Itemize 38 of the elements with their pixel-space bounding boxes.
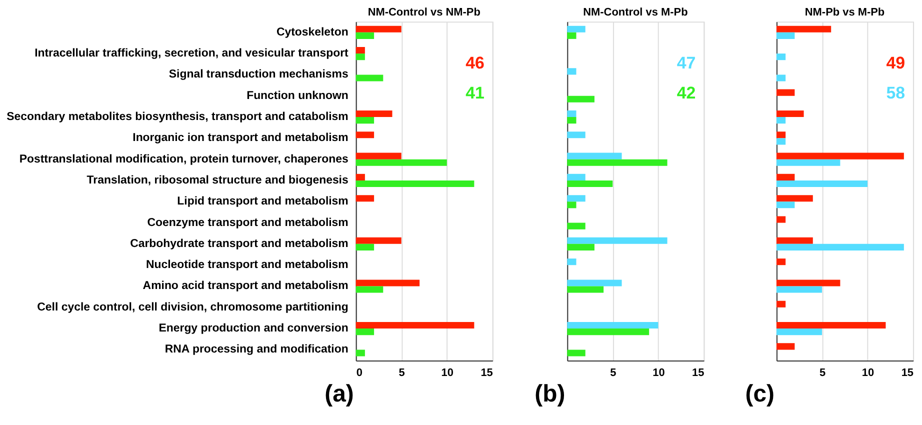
x-tick-label: 15 — [480, 366, 493, 379]
y-tick-label: Cytoskeleton — [276, 26, 348, 38]
text: 47 — [676, 53, 696, 72]
x-tick-label: 5 — [819, 366, 826, 379]
y-tick-label: Cell cycle control, cell division, chromosome partitioning — [37, 301, 348, 314]
x-tick-label: 0 — [356, 366, 362, 379]
y-tick-label: Function unknown — [246, 90, 348, 102]
y-tick-label: Nucleotide transport and metabolism — [146, 259, 348, 272]
x-tick-label: 15 — [901, 366, 914, 379]
y-tick-label: Coenzyme transport and metabolism — [147, 216, 348, 229]
y-tick-label: Amino acid transport and metabolism — [142, 280, 348, 292]
y-tick-label: RNA processing and modification — [164, 344, 348, 356]
chart-title: NM-Control vs NM-Pb — [368, 6, 481, 19]
x-tick-label: 5 — [610, 366, 616, 379]
text: 42 — [676, 83, 696, 102]
x-tick-label: 15 — [692, 366, 704, 379]
chart-title: NM-Pb vs M-Pb — [804, 6, 885, 19]
x-tick-label: 5 — [398, 366, 405, 379]
x-tick-label: 10 — [652, 366, 665, 379]
text: 58 — [886, 83, 906, 102]
x-tick-label: 10 — [441, 366, 454, 379]
y-tick-label: Signal transduction mechanisms — [168, 68, 348, 81]
y-tick-label: Lipid transport and metabolism — [177, 196, 348, 208]
y-tick-label: Intracellular trafficking, secretion, and vesicular transport — [34, 48, 349, 60]
text: (c) — [745, 380, 774, 408]
y-tick-label: Energy production and conversion — [158, 322, 348, 335]
y-tick-label: Carbohydrate transport and metabolism — [130, 238, 348, 250]
text: 41 — [466, 83, 484, 102]
text: (b) — [534, 380, 566, 408]
y-tick-label: Inorganic ion transport and metabolism — [132, 132, 348, 144]
text: 49 — [886, 53, 906, 72]
y-tick-label: Translation, ribosomal structure and biogenesis — [86, 174, 348, 186]
chart-title: NM-Control vs M-Pb — [583, 6, 688, 19]
text: 46 — [466, 53, 484, 72]
x-tick-label: 10 — [862, 366, 874, 379]
y-tick-label: Posttranslational modification, protein turnover, chaperones — [19, 153, 348, 166]
y-tick-label: Secondary metabolites biosynthesis, transport and catabolism — [6, 111, 348, 123]
text: (a) — [324, 380, 354, 408]
